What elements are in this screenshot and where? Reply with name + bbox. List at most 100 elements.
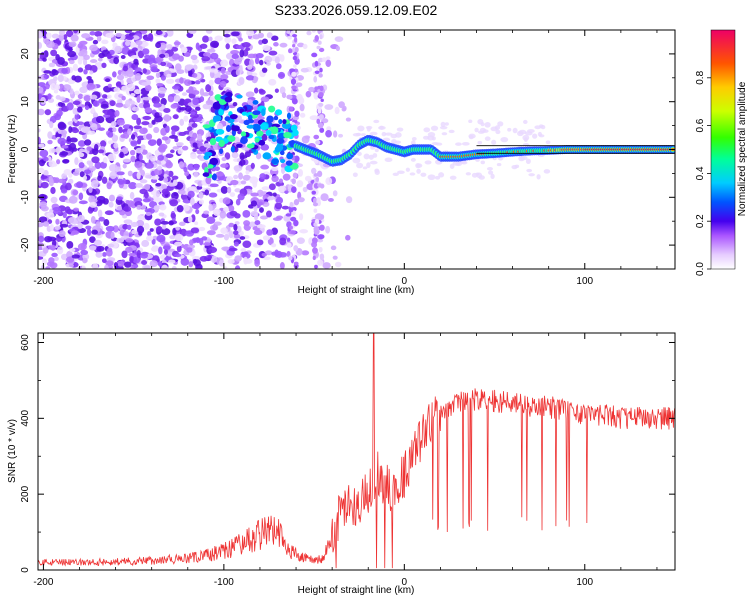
noise-blob	[297, 42, 305, 48]
noise-blob	[261, 252, 267, 257]
noise-blob	[144, 54, 151, 59]
noise-blob	[179, 228, 188, 237]
noise-blob	[281, 167, 286, 175]
noise-blob	[136, 95, 141, 103]
noise-blob	[104, 264, 109, 269]
noise-blob	[297, 197, 305, 203]
noise-blob	[449, 175, 457, 180]
noise-blob	[409, 172, 416, 176]
noise-blob	[176, 204, 184, 213]
noise-blob	[293, 261, 299, 266]
noise-blob	[129, 191, 135, 200]
noise-blob	[139, 127, 148, 135]
noise-blob	[229, 210, 238, 217]
noise-blob	[60, 253, 68, 260]
ridge-blob	[224, 116, 231, 122]
noise-blob	[172, 227, 177, 236]
ridge-blob	[204, 166, 209, 175]
ridge-blob	[203, 154, 210, 160]
noise-blob	[158, 212, 165, 217]
noise-blob	[366, 162, 371, 169]
ridge-blob	[219, 148, 224, 155]
noise-blob	[528, 173, 535, 177]
noise-blob	[62, 211, 67, 219]
noise-blob	[345, 196, 353, 204]
noise-blob	[77, 140, 86, 147]
snr-ticks	[38, 333, 675, 571]
noise-blob	[227, 259, 235, 264]
noise-blob	[230, 179, 239, 186]
noise-blob	[43, 156, 49, 162]
noise-blob	[66, 256, 75, 263]
noise-blob	[93, 143, 99, 152]
noise-blob	[120, 55, 126, 60]
noise-blob	[325, 129, 332, 138]
noise-blob	[38, 235, 45, 243]
noise-blob	[178, 161, 185, 168]
noise-blob	[129, 255, 134, 263]
noise-blob	[334, 106, 340, 115]
noise-blob	[148, 123, 153, 129]
noise-blob	[205, 99, 214, 106]
noise-blob	[105, 78, 111, 83]
ridge-blob	[285, 160, 293, 166]
x-tick-label: 100	[576, 276, 593, 287]
noise-blob	[38, 82, 46, 87]
noise-blob	[86, 146, 92, 151]
noise-blob	[289, 225, 293, 230]
noise-blob	[465, 172, 472, 176]
noise-blob	[130, 134, 136, 140]
noise-blob	[68, 59, 75, 65]
noise-blob	[82, 58, 88, 66]
noise-blob	[138, 153, 143, 161]
ridge-blob	[286, 112, 292, 120]
noise-blob	[208, 203, 213, 212]
noise-blob	[374, 169, 380, 175]
noise-blob	[47, 93, 52, 100]
noise-blob	[106, 53, 112, 60]
noise-blob	[109, 100, 116, 107]
noise-blob	[68, 195, 78, 204]
noise-blob	[286, 94, 293, 100]
noise-blob	[215, 171, 224, 177]
noise-blob	[216, 122, 223, 131]
ridge-blob	[236, 94, 243, 99]
noise-blob	[271, 35, 279, 41]
noise-blob	[153, 102, 162, 108]
noise-blob	[107, 131, 114, 138]
noise-blob	[112, 225, 119, 233]
noise-blob	[262, 44, 271, 52]
noise-blob	[311, 237, 318, 244]
noise-blob	[131, 106, 140, 112]
ridge-blob	[227, 135, 236, 142]
noise-blob	[157, 30, 163, 35]
noise-blob	[281, 205, 290, 210]
ridge-blob	[212, 115, 218, 123]
noise-blob	[192, 97, 200, 106]
noise-blob	[99, 140, 107, 148]
snr-x-tick-labels: -200 -100 0 100	[33, 577, 593, 588]
noise-blob	[271, 166, 279, 172]
noise-blob	[313, 222, 317, 227]
noise-blob	[482, 129, 489, 133]
noise-blob	[40, 175, 48, 179]
noise-blob	[195, 42, 200, 50]
noise-blob	[103, 218, 110, 227]
noise-blob	[103, 109, 113, 116]
snr-panel: -200 -100 0 100 0 200 400 600 Height of straig…	[7, 332, 676, 596]
noise-blob	[201, 56, 211, 62]
noise-blob	[314, 264, 318, 269]
noise-blob	[175, 226, 180, 231]
noise-blob	[133, 125, 142, 130]
noise-blob	[440, 121, 446, 128]
noise-blob	[405, 167, 410, 172]
spectrogram-x-tick-labels: -200 -100 0 100	[33, 276, 593, 287]
noise-blob	[79, 171, 85, 178]
noise-blob	[290, 216, 297, 222]
noise-blob	[199, 145, 206, 152]
noise-blob	[326, 126, 332, 132]
noise-blob	[416, 163, 423, 168]
noise-blob	[206, 48, 216, 53]
noise-blob	[142, 264, 151, 269]
